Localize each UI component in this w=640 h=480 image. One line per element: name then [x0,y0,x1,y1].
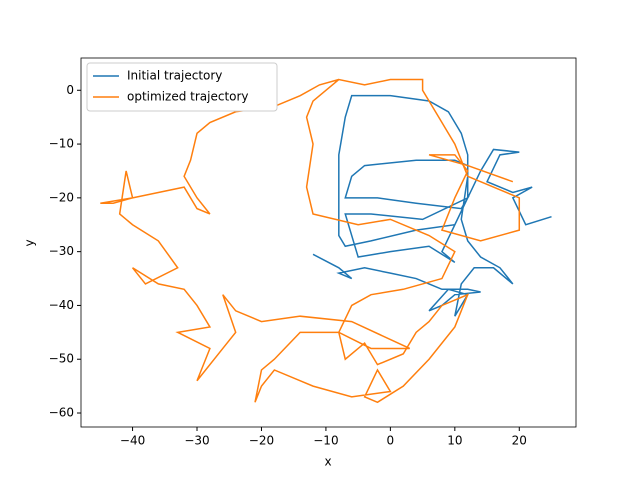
y-tick-label: −40 [49,298,74,312]
y-tick-label: −10 [49,137,74,151]
legend-box [86,62,278,112]
x-axis-label: x [324,455,331,469]
y-tick-label: −60 [49,406,74,420]
legend-label: optimized trajectory [127,90,249,104]
trajectory-line [312,94,552,317]
y-tick-label: −30 [49,244,74,258]
y-tick-label: 0 [66,83,74,97]
y-axis-label: y [23,239,37,246]
x-tick-label: 20 [512,434,527,448]
plot-frame [80,57,577,428]
legend-label: Initial trajectory [127,69,222,83]
x-tick-label: 0 [387,434,395,448]
x-tick-label: −30 [184,434,209,448]
x-tick-label: −10 [313,434,338,448]
y-tick-label: −20 [49,190,74,204]
x-tick-label: 10 [447,434,462,448]
x-tick-label: −20 [249,434,274,448]
y-tick-label: −50 [49,352,74,366]
trajectory-line [100,78,521,404]
legend: Initial trajectory optimized trajectory [86,62,278,112]
x-tick-label: −40 [120,434,145,448]
